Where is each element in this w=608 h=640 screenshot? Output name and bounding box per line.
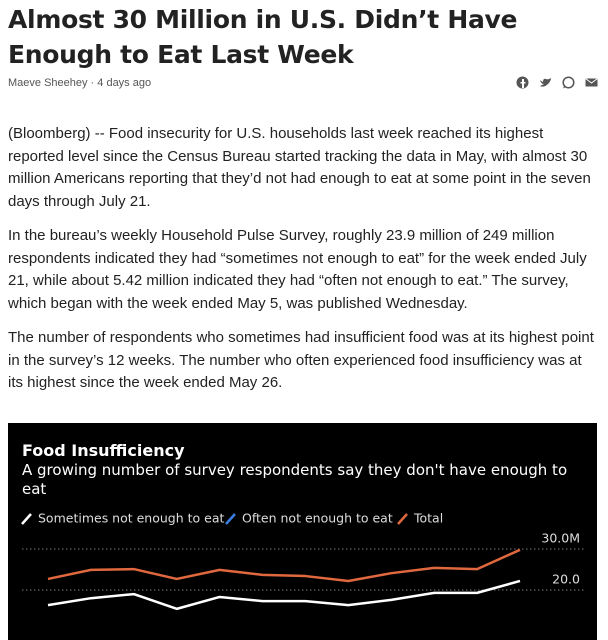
paragraph: In the bureau’s weekly Household Pulse S…: [8, 227, 587, 312]
twitter-icon[interactable]: [539, 76, 552, 89]
mail-icon[interactable]: [585, 76, 598, 89]
legend-label: Total: [413, 511, 443, 526]
chart-subtitle: A growing number of survey respondents s…: [22, 461, 568, 498]
legend-swatch: [397, 513, 408, 525]
legend-label: Often not enough to eat: [242, 511, 393, 526]
headline: Almost 30 Million in U.S. Didn’t Have En…: [8, 5, 518, 69]
legend-swatch: [21, 513, 32, 525]
share-bar: [516, 76, 598, 89]
chart: 20.0 30.0M Sometimes not enough to eat Ofte…: [8, 423, 597, 640]
facebook-icon[interactable]: [516, 76, 529, 89]
whatsapp-icon[interactable]: [562, 76, 575, 89]
article-body: (Bloomberg) -- Food insecurity for U.S. …: [8, 123, 600, 407]
series-line: [47, 548, 521, 583]
byline: Maeve Sheehey · 4 days ago: [8, 77, 152, 89]
chart-plot: 20.0 30.0M Sometimes not enough to eat Ofte…: [21, 511, 586, 611]
series-line: [47, 579, 521, 611]
paragraph: (Bloomberg) -- Food insecurity for U.S. …: [8, 125, 591, 210]
paragraph: The number of respondents who sometimes …: [8, 329, 594, 391]
legend-swatch: [225, 513, 236, 525]
chart-title: Food Insufficiency: [22, 441, 185, 460]
y-tick-label: 30.0M: [541, 531, 580, 546]
legend-label: Sometimes not enough to eat: [38, 511, 225, 526]
y-tick-label: 20.0: [552, 572, 580, 587]
